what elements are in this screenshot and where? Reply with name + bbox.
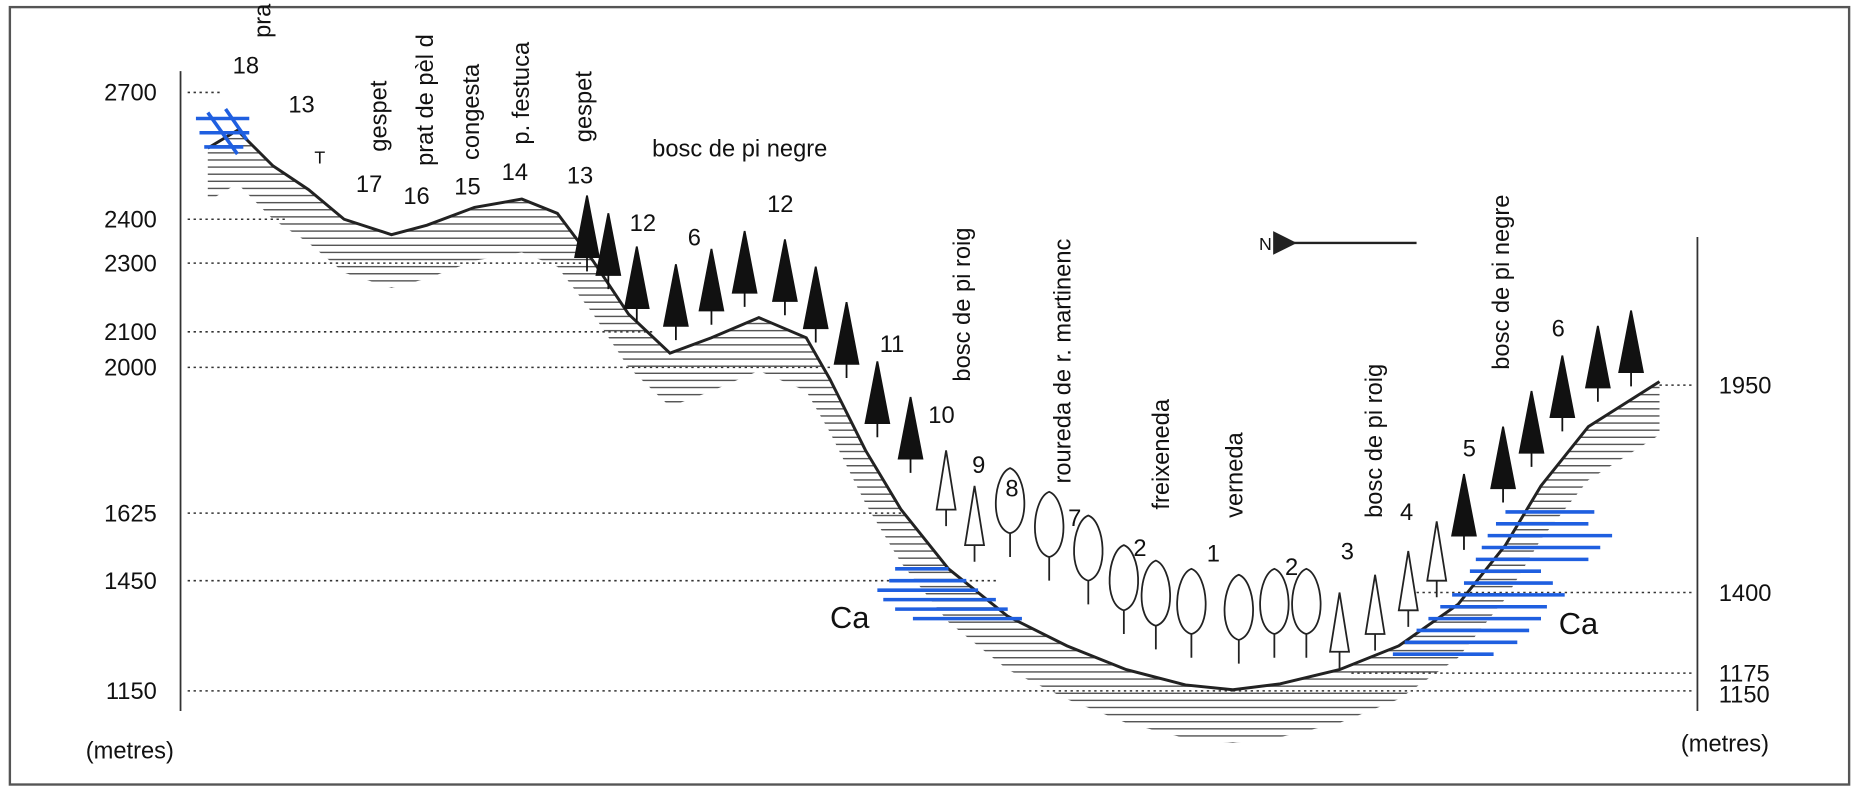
pine	[964, 485, 986, 562]
deciduous	[1291, 567, 1322, 658]
conifer	[1549, 355, 1576, 432]
zone-number: T	[314, 148, 325, 168]
conifer	[771, 239, 798, 316]
zone-number: 13	[288, 93, 314, 119]
terrain-profile	[207, 128, 1661, 692]
deciduous	[1259, 567, 1290, 658]
terrain-hatching	[207, 130, 1660, 744]
conifer	[698, 248, 725, 325]
zone-number: 5	[1463, 436, 1476, 462]
left-axis-unit: (metres)	[86, 738, 174, 764]
deciduous	[1176, 567, 1207, 658]
rock-label: Ca	[830, 600, 870, 635]
zone-number: 1	[1207, 542, 1220, 568]
pine	[935, 450, 957, 527]
zone-number: 14	[502, 160, 528, 186]
zone-number: 16	[403, 184, 429, 210]
conifer	[1518, 390, 1545, 467]
left-axis-label: 2400	[104, 208, 157, 234]
vegetation-label: prat de pèl d	[413, 34, 439, 166]
zone-number: 6	[688, 225, 701, 251]
zone-number: 12	[767, 192, 793, 218]
zone-number: 12	[630, 211, 656, 237]
right-axis-label: 1150	[1719, 683, 1770, 709]
conifer	[897, 396, 924, 473]
conifer	[864, 361, 891, 438]
zone-number: 10	[928, 403, 954, 429]
vegetation-label: roureda de r. martinenc	[1051, 238, 1077, 483]
zone-number: 2	[1133, 536, 1146, 562]
pine	[1397, 550, 1419, 627]
vegetation-label: verneda	[1222, 431, 1248, 517]
left-axis-label: 1150	[106, 679, 157, 705]
limestone	[195, 108, 1613, 656]
left-axis-label: 2700	[104, 81, 157, 107]
zone-number: 6	[1552, 317, 1565, 343]
zone-number: 7	[1068, 506, 1081, 532]
left-axis-label: 2000	[104, 356, 157, 382]
labels: 2700240023002100200016251450115019501400…	[86, 3, 1772, 765]
zone-number: 9	[972, 453, 985, 479]
left-axis-label: 1450	[104, 569, 157, 595]
pine	[1426, 521, 1448, 598]
deciduous	[1140, 559, 1171, 650]
vegetation-label: bosc de pi roig	[950, 228, 976, 382]
conifer	[1584, 325, 1611, 402]
conifer	[1618, 310, 1644, 387]
right-axis-label: 1400	[1719, 581, 1772, 607]
vegetation-label: gespet	[572, 71, 598, 143]
conifer	[1451, 473, 1477, 550]
frame	[8, 5, 1851, 786]
zone-number: 15	[454, 174, 480, 200]
conifer	[731, 230, 758, 307]
vegetation-label: p. festuca	[509, 41, 535, 145]
left-axis-label: 2300	[104, 251, 157, 277]
vegetation-label: freixeneda	[1149, 398, 1175, 509]
vegetation-label: bosc de pi roig	[1362, 364, 1388, 518]
conifer	[574, 195, 600, 272]
left-axis-label: 2100	[104, 320, 157, 346]
conifer	[833, 302, 860, 379]
deciduous	[1034, 490, 1065, 581]
conifer	[802, 266, 829, 343]
pine	[1329, 592, 1351, 669]
zone-number: 17	[356, 172, 382, 198]
deciduous	[1073, 514, 1104, 605]
zone-number: 4	[1400, 500, 1413, 526]
zone-number: 8	[1005, 477, 1018, 503]
right-axis-label: 1175	[1719, 661, 1770, 687]
conifer	[623, 246, 650, 323]
left-axis-label: 1625	[104, 501, 157, 527]
vegetation-label: bosc de pi negre	[652, 136, 827, 162]
right-axis-label: 1950	[1719, 373, 1772, 399]
conifer	[662, 264, 689, 341]
vegetation-label: pra	[251, 3, 277, 38]
vegetation-label: bosc de pi negre	[1489, 195, 1515, 370]
vegetation-label: gespet	[367, 80, 393, 152]
rock-label: Ca	[1559, 606, 1599, 641]
zone-number: 2	[1285, 555, 1298, 581]
conifer	[1490, 426, 1517, 503]
pine	[1364, 574, 1386, 651]
zone-number: 18	[233, 53, 259, 79]
north-label: N	[1259, 234, 1272, 254]
deciduous	[994, 467, 1026, 557]
zone-number: 3	[1341, 539, 1354, 565]
zone-number: 11	[880, 332, 905, 358]
vegetation-label: congesta	[459, 63, 485, 160]
zone-number: 13	[567, 164, 593, 190]
trees	[574, 195, 1644, 669]
deciduous	[1223, 573, 1254, 664]
right-axis-unit: (metres)	[1681, 731, 1769, 757]
conifer	[595, 213, 622, 290]
deciduous	[1108, 544, 1139, 635]
